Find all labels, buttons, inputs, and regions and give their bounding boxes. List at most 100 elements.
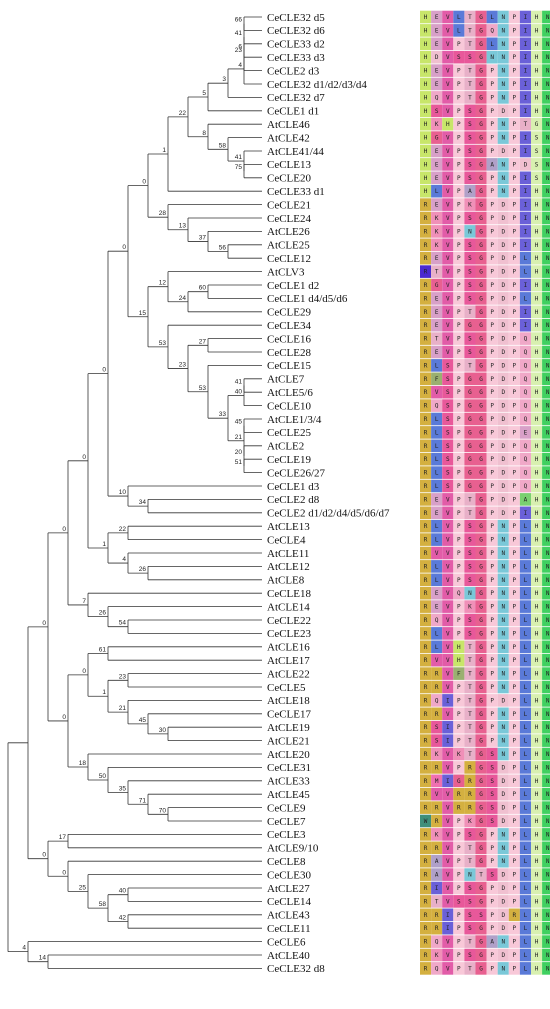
residue-letter: P (490, 952, 494, 959)
bootstrap-value: 23 (235, 47, 243, 54)
alignment-cell (464, 37, 476, 51)
alignment-cell (420, 345, 432, 359)
residue-letter: H (457, 657, 461, 664)
residue-letter: P (490, 228, 494, 235)
residue-letter: N (501, 724, 505, 731)
alignment-cell (519, 935, 531, 948)
residue-letter: E (435, 349, 439, 356)
residue-letter: R (424, 483, 428, 490)
alignment-cell (431, 345, 443, 359)
alignment-cell (464, 50, 476, 64)
alignment-cell (531, 546, 543, 560)
residue-letter: P (490, 965, 494, 972)
residue-letter: N (546, 322, 550, 329)
residue-letter: A (435, 858, 439, 865)
alignment-cell (508, 345, 520, 359)
tip-label: AtCLE2 (267, 441, 304, 453)
residue-letter: R (424, 282, 428, 289)
residue-letter: N (546, 885, 550, 892)
residue-letter: Q (524, 403, 528, 410)
residue-letter: P (457, 269, 461, 276)
residue-letter: H (535, 738, 539, 745)
bootstrap-value: 4 (22, 945, 26, 952)
alignment-cell (442, 251, 454, 265)
alignment-cell (453, 292, 465, 305)
alignment-cell (531, 305, 543, 319)
alignment-cell (531, 77, 543, 91)
alignment-cell (420, 292, 432, 305)
residue-letter: P (457, 148, 461, 155)
residue-letter: R (424, 858, 428, 865)
alignment-cell (486, 801, 498, 814)
alignment-cell (542, 184, 550, 198)
residue-letter: R (424, 751, 428, 758)
alignment-cell (464, 962, 476, 975)
residue-letter: R (424, 470, 428, 477)
residue-letter: G (535, 121, 539, 128)
alignment-cell (453, 265, 465, 278)
tip-label: AtCLE5/6 (267, 387, 313, 399)
residue-letter: V (446, 108, 450, 115)
alignment-cell (531, 64, 543, 77)
residue-letter: N (501, 135, 505, 142)
alignment-cell (431, 962, 443, 975)
residue-letter: H (535, 349, 539, 356)
alignment-cell (497, 533, 509, 546)
alignment-cell (486, 493, 498, 506)
residue-letter: G (479, 818, 483, 825)
residue-letter: P (490, 309, 494, 316)
residue-letter: P (490, 604, 494, 611)
residue-letter: D (501, 818, 505, 825)
alignment-cell (453, 131, 465, 144)
residue-letter: S (468, 885, 472, 892)
alignment-cell (464, 761, 476, 774)
residue-letter: R (424, 202, 428, 209)
alignment-cell (420, 77, 432, 91)
residue-letter: V (446, 14, 450, 21)
tip-label: AtCLE19 (267, 722, 310, 734)
residue-letter: F (457, 671, 461, 678)
alignment-cell (542, 600, 550, 613)
residue-letter: H (535, 456, 539, 463)
alignment-cell (497, 372, 509, 386)
residue-letter: N (546, 336, 550, 343)
residue-letter: H (535, 336, 539, 343)
residue-letter: H (535, 215, 539, 222)
residue-letter: E (435, 148, 439, 155)
residue-letter: H (424, 27, 428, 34)
alignment-cell (486, 761, 498, 774)
residue-letter: S (468, 523, 472, 530)
residue-letter: N (546, 496, 550, 503)
alignment-cell (453, 117, 465, 131)
residue-letter: M (435, 778, 439, 785)
residue-letter: P (490, 523, 494, 530)
residue-letter: E (435, 295, 439, 302)
alignment-cell (464, 452, 476, 466)
residue-letter: P (457, 697, 461, 704)
bootstrap-value: 53 (159, 340, 167, 347)
alignment-cell (464, 814, 476, 828)
alignment-cell (431, 144, 443, 158)
alignment-cell (531, 198, 543, 211)
residue-letter: G (479, 510, 483, 517)
residue-letter: P (457, 684, 461, 691)
residue-letter: H (535, 188, 539, 195)
residue-letter: P (513, 644, 517, 651)
residue-letter: P (513, 456, 517, 463)
residue-letter: V (446, 872, 450, 879)
alignment-cell (508, 278, 520, 292)
alignment-cell (420, 305, 432, 319)
alignment-cell (453, 211, 465, 225)
residue-letter: V (435, 389, 439, 396)
residue-letter: V (446, 563, 450, 570)
alignment-cell (453, 372, 465, 386)
alignment-cell (475, 586, 487, 600)
residue-letter: H (535, 202, 539, 209)
alignment-cell (475, 104, 487, 118)
residue-letter: N (546, 523, 550, 530)
alignment-cell (442, 479, 454, 493)
residue-letter: D (501, 764, 505, 771)
alignment-cell (542, 720, 550, 734)
residue-letter: R (435, 818, 439, 825)
residue-letter: I (446, 724, 450, 731)
